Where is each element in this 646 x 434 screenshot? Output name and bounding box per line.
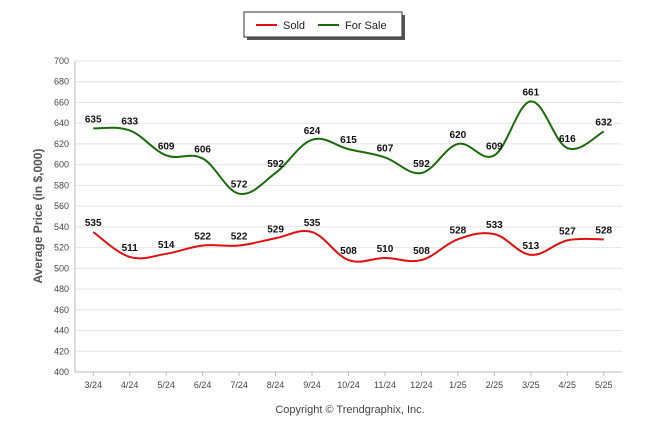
data-label-sold: 529 <box>267 224 284 235</box>
data-label-for-sale: 609 <box>158 141 175 152</box>
data-label-sold: 522 <box>231 232 248 243</box>
data-label-for-sale: 607 <box>377 143 394 154</box>
y-tick-label: 560 <box>54 201 69 211</box>
y-tick-label: 480 <box>54 284 69 294</box>
x-tick-label: 5/24 <box>157 380 175 390</box>
y-tick-label: 620 <box>54 139 69 149</box>
x-tick-label: 12/24 <box>410 380 433 390</box>
x-tick-label: 3/25 <box>522 380 540 390</box>
data-label-sold: 508 <box>340 246 357 257</box>
copyright-credit: Copyright © Trendgraphix, Inc. <box>275 404 424 416</box>
x-tick-label: 4/24 <box>121 380 139 390</box>
x-tick-label: 11/24 <box>374 380 396 390</box>
y-tick-label: 700 <box>54 56 69 66</box>
data-label-sold: 535 <box>85 218 102 229</box>
data-label-for-sale: 572 <box>231 180 248 191</box>
x-tick-label: 2/25 <box>486 380 504 390</box>
data-label-sold: 510 <box>377 244 394 255</box>
y-axis-ticks: 400 420 440 460 480 500 520 540 560 580 600 620 640 6… <box>54 56 69 377</box>
y-tick-label: 420 <box>54 346 69 356</box>
data-label-for-sale: 661 <box>522 87 539 98</box>
x-tick-label: 5/25 <box>595 380 613 390</box>
data-label-for-sale: 609 <box>486 141 503 152</box>
data-label-sold: 514 <box>158 240 175 251</box>
data-label-sold: 535 <box>304 218 321 229</box>
data-label-for-sale: 606 <box>194 144 211 155</box>
data-label-sold: 513 <box>522 241 539 252</box>
y-tick-label: 500 <box>54 263 69 273</box>
y-tick-label: 660 <box>54 97 69 107</box>
x-axis-ticks: 3/24 4/24 5/24 6/24 7/24 8/24 9/24 10/24 11/24 12… <box>84 372 613 390</box>
legend: Sold For Sale <box>243 11 405 40</box>
data-label-for-sale: 592 <box>267 159 284 170</box>
x-tick-label: 7/24 <box>230 380 248 390</box>
data-label-sold: 533 <box>486 220 503 231</box>
y-tick-label: 600 <box>54 160 69 170</box>
x-tick-label: 4/25 <box>559 380 577 390</box>
y-tick-label: 400 <box>54 367 69 377</box>
y-tick-label: 520 <box>54 243 69 253</box>
series <box>92 100 605 263</box>
data-label-for-sale: 624 <box>304 126 321 137</box>
y-tick-label: 460 <box>54 305 69 315</box>
y-tick-label: 540 <box>54 222 69 232</box>
data-label-sold: 522 <box>194 232 211 243</box>
x-tick-label: 9/24 <box>303 380 321 390</box>
x-tick-label: 8/24 <box>267 380 285 390</box>
y-tick-label: 640 <box>54 118 69 128</box>
x-tick-label: 3/24 <box>84 380 102 390</box>
y-tick-label: 440 <box>54 326 69 336</box>
data-label-for-sale: 620 <box>450 130 467 141</box>
x-tick-label: 10/24 <box>337 380 360 390</box>
x-tick-label: 1/25 <box>449 380 467 390</box>
data-label-for-sale: 615 <box>340 135 357 146</box>
y-tick-label: 580 <box>54 180 69 190</box>
data-label-sold: 528 <box>450 225 467 236</box>
data-label-sold: 511 <box>122 243 139 254</box>
legend-label-for-sale: For Sale <box>345 20 387 32</box>
data-label-for-sale: 632 <box>595 117 612 128</box>
data-label-for-sale: 616 <box>559 134 576 145</box>
data-label-sold: 508 <box>413 246 430 257</box>
data-label-for-sale: 635 <box>85 114 102 125</box>
data-label-for-sale: 592 <box>413 159 430 170</box>
series-line-for-sale <box>93 100 605 195</box>
data-label-sold: 528 <box>595 225 612 236</box>
data-labels: 535 511 514 522 522 529 535 508 510 508 528 533 513 5… <box>85 87 613 257</box>
data-label-for-sale: 633 <box>121 116 138 127</box>
data-label-sold: 527 <box>559 226 576 237</box>
y-axis-label: Average Price (in $,000) <box>31 149 45 284</box>
y-tick-label: 680 <box>54 77 69 87</box>
x-tick-label: 6/24 <box>194 380 212 390</box>
series-line-sold <box>92 230 604 263</box>
legend-label-sold: Sold <box>283 20 305 32</box>
